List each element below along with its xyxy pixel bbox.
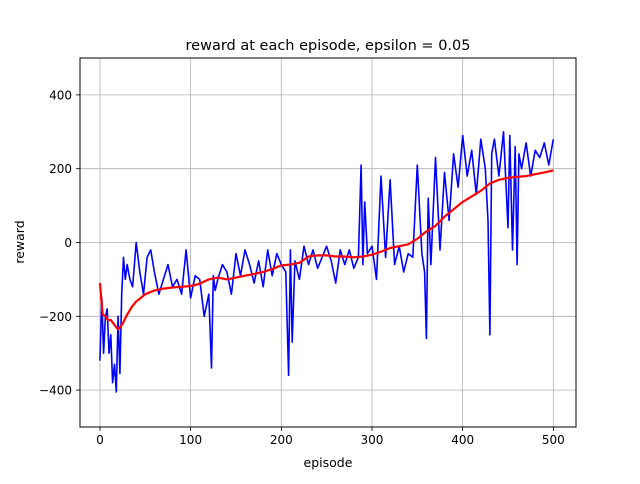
x-tick-label: 400 bbox=[451, 433, 474, 447]
moving-average-series-line bbox=[98, 169, 554, 331]
x-tick-label: 100 bbox=[179, 433, 202, 447]
y-tick-label: 0 bbox=[64, 236, 72, 250]
series-layer bbox=[98, 131, 555, 393]
y-tick-label: 400 bbox=[49, 88, 72, 102]
x-tick-label: 300 bbox=[361, 433, 384, 447]
reward-series-line bbox=[99, 131, 555, 393]
y-tick-label: −400 bbox=[39, 384, 72, 398]
x-tick-label: 500 bbox=[542, 433, 565, 447]
grid bbox=[80, 58, 576, 427]
x-axis-label: episode bbox=[304, 455, 353, 470]
x-tick-label: 200 bbox=[270, 433, 293, 447]
y-tick-label: 200 bbox=[49, 162, 72, 176]
chart-title: reward at each episode, epsilon = 0.05 bbox=[186, 38, 471, 54]
y-axis-label: reward bbox=[12, 220, 27, 263]
x-tick-label: 0 bbox=[96, 433, 104, 447]
y-tick-label: −200 bbox=[39, 310, 72, 324]
ticks: 0 100 200 300 400 500 −400 −200 0 200 400 bbox=[39, 88, 565, 447]
